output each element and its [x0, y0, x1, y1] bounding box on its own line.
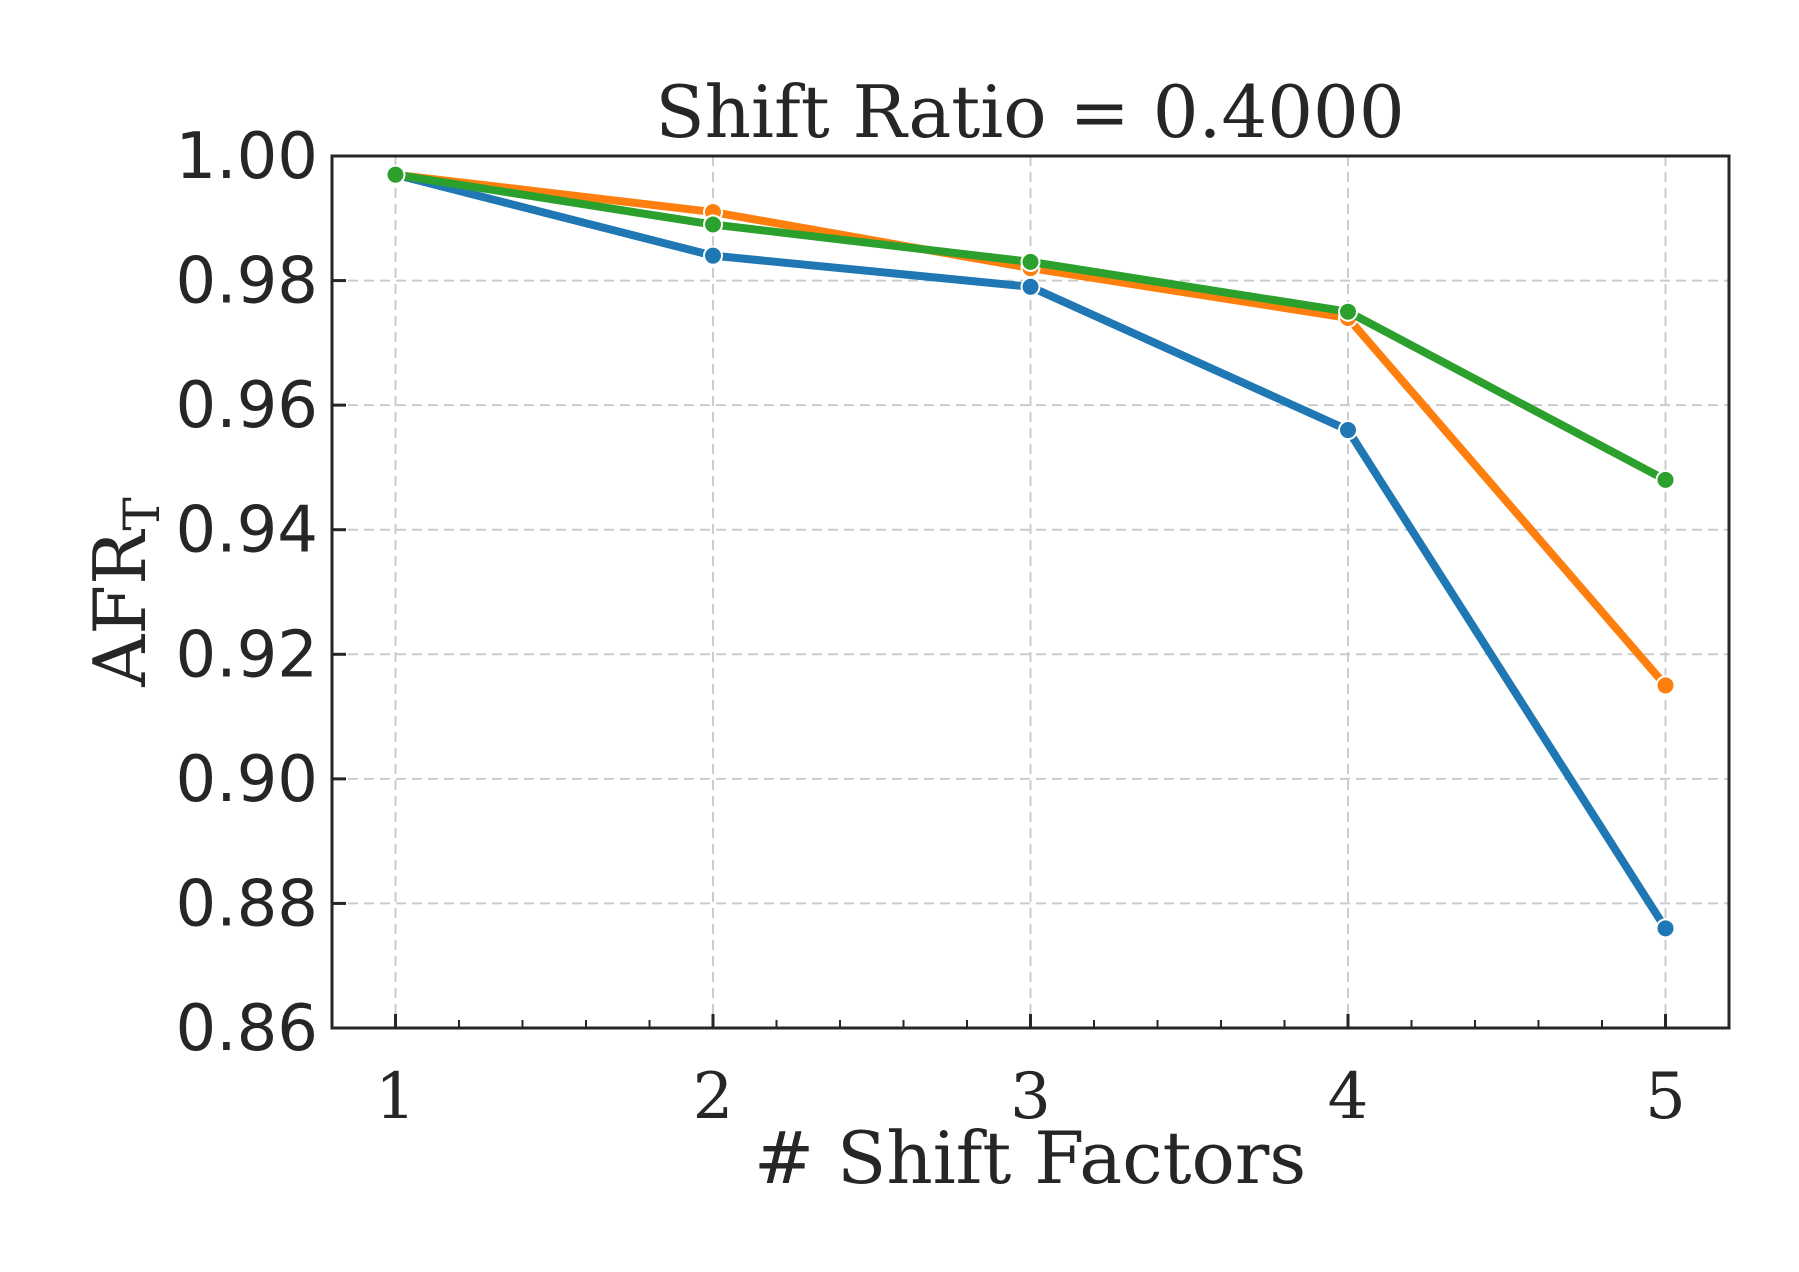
series-point: [703, 245, 723, 266]
y-tick-label: 1.00: [176, 120, 319, 194]
series-point: [703, 214, 723, 235]
chart-title: Shift Ratio = 0.4000: [655, 70, 1404, 154]
y-axis-label-main: AFR: [78, 529, 162, 688]
series-point: [1655, 469, 1676, 490]
y-tick-label: 0.88: [176, 867, 319, 941]
x-tick-label: 4: [1328, 1060, 1369, 1134]
series-point: [1338, 301, 1358, 322]
series-point: [1338, 420, 1358, 441]
series-point: [1020, 276, 1041, 297]
y-tick-label: 0.92: [176, 618, 319, 692]
series-point: [385, 164, 406, 185]
y-tick-label: 0.98: [176, 245, 319, 319]
x-tick-label: 3: [1010, 1060, 1051, 1134]
series-layer: [385, 164, 1676, 939]
x-tick-label: 2: [693, 1060, 734, 1134]
x-tick-labels: 1 2 3 4 5: [375, 1060, 1686, 1134]
y-tick-label: 0.90: [176, 743, 319, 817]
x-tick-label: 5: [1645, 1060, 1686, 1134]
plot-area: [330, 154, 1731, 1030]
x-axis-label: # Shift Factors: [754, 1116, 1306, 1200]
y-axis-label: AFRT: [78, 497, 171, 688]
x-tick-label: 1: [375, 1060, 416, 1134]
series-point: [1655, 675, 1676, 696]
series-point: [1655, 918, 1676, 939]
y-axis-label-subscript: T: [113, 497, 171, 530]
ticks: [332, 154, 1667, 1030]
y-tick-labels: 1.00 0.98 0.96 0.94 0.92 0.90 0.88 0.86: [176, 120, 319, 1066]
y-tick-label: 0.94: [176, 494, 319, 568]
y-tick-label: 0.86: [176, 992, 319, 1066]
series-point: [1020, 251, 1041, 272]
series-3: [385, 164, 1676, 490]
y-tick-label: 0.96: [176, 369, 319, 443]
